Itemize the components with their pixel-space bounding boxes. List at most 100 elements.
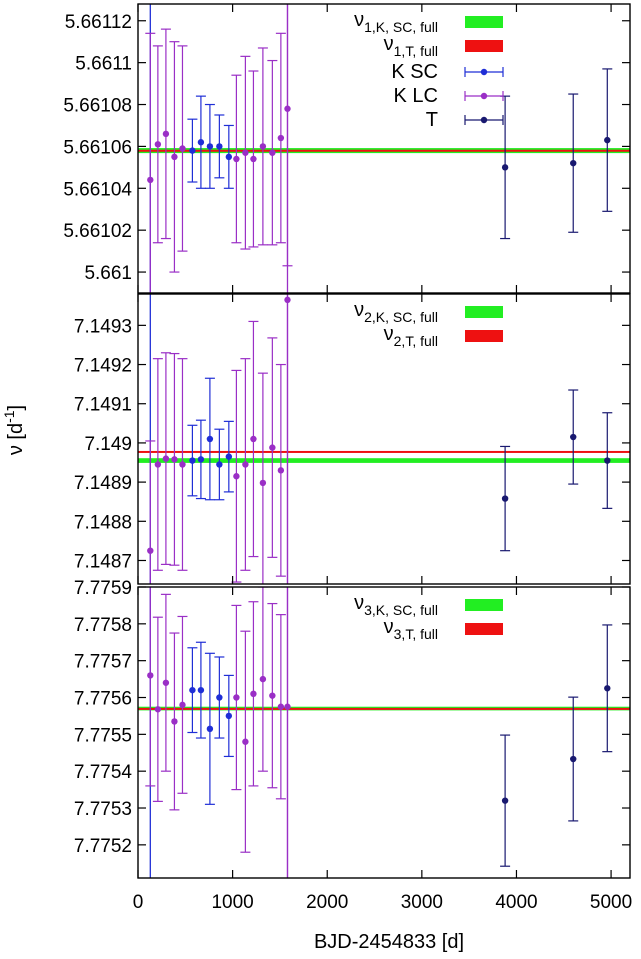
panel-2-ytick-label-5: 7.1492 xyxy=(74,356,132,377)
panel-2-k-sc-point-3-marker xyxy=(216,461,223,468)
panel-3-k-lc-point-1-marker xyxy=(154,706,162,713)
panel-3-ytick-label-5: 7.7757 xyxy=(74,652,132,673)
panel-3-t-point-2-marker xyxy=(604,685,611,692)
panel-2-legend-nu: ν xyxy=(354,299,364,321)
panel-3-k-lc-point-10-marker xyxy=(277,703,285,710)
panel-3-ytick-label-7: 7.7759 xyxy=(74,578,132,599)
y-axis-title-close: ] xyxy=(5,405,27,411)
panel-1-k-lc-point-9-marker xyxy=(269,149,276,156)
panel-2-t-point-1-marker xyxy=(570,433,577,441)
legend-marker-k-lc xyxy=(480,92,488,100)
panel-1-legend-band-swatch-0 xyxy=(465,16,503,28)
panel-2: 7.1487 7.1488 7.1489 7.149 7.1491 7.1492 7.149… xyxy=(74,293,631,585)
panel-2-ytick-label-4: 7.1491 xyxy=(74,395,132,416)
panel-3-ytick-label-6: 7.7758 xyxy=(74,615,132,636)
panel-1-legend-band-label-0: ν1,K, SC, full xyxy=(354,9,438,35)
xtick-label-2: 2000 xyxy=(306,892,348,913)
panel-1-t-point-1-marker xyxy=(570,159,577,167)
panel-2-ytick-label-3: 7.149 xyxy=(84,434,132,455)
panel-2-k-sc-point-4-marker xyxy=(225,453,233,460)
panel-1-k-lc-point-10-marker xyxy=(277,134,285,142)
panel-2-ytick-label-2: 7.1489 xyxy=(74,473,132,494)
panel-2-plot-area xyxy=(138,294,630,584)
panel-3-ytick-label-4: 7.7756 xyxy=(74,689,132,710)
panel-2-k-lc-point-4-marker xyxy=(179,461,186,468)
x-axis-title: BJD-2454833 [d] xyxy=(314,931,464,953)
xtick-label-5: 5000 xyxy=(590,892,632,913)
panel-3-legend-nu: ν xyxy=(384,616,394,638)
xtick-label-4: 4000 xyxy=(495,892,537,913)
panel-1-k-sc-point-3-marker xyxy=(216,143,223,150)
panel-2-legend-band-swatch-1 xyxy=(465,330,503,342)
y-axis-title-main: ν [d xyxy=(5,423,27,455)
panel-3-k-lc-point-0-marker xyxy=(147,672,154,679)
panel-2-legend-band-label-1: ν2,T, full xyxy=(384,323,438,349)
panel-1-k-lc-point-4-marker xyxy=(179,145,186,152)
panel-3: 7.7752 7.7753 7.7754 7.7755 7.7756 7.7757 7.77… xyxy=(74,578,631,879)
panel-1-ytick-label-4: 5.66108 xyxy=(63,96,132,117)
panel-3-t-point-1-marker xyxy=(570,755,577,763)
panel-1-k-lc-point-6-marker xyxy=(242,149,249,156)
panel-1-band-t xyxy=(138,149,630,152)
panel-2-legend-band-swatch-0 xyxy=(465,306,503,318)
panel-2-legend-subscript: 2,T, full xyxy=(394,333,438,349)
panel-2-k-sc-point-0-marker xyxy=(189,457,196,464)
panel-1-ytick-label-6: 5.66112 xyxy=(65,12,132,33)
panel-3-legend-subscript: 3,K, SC, full xyxy=(364,602,438,618)
xtick-label-3: 3000 xyxy=(401,892,443,913)
panel-3-k-sc-point-4-marker xyxy=(225,712,233,720)
panel-3-plot-area xyxy=(138,587,630,878)
panel-3-legend-band-swatch-1 xyxy=(465,623,503,635)
panel-3-frame xyxy=(137,586,631,879)
panel-3-k-lc-point-3-marker xyxy=(171,718,178,725)
legend-marker-k-sc xyxy=(480,68,488,76)
panel-3-k-lc-point-11-marker xyxy=(284,703,291,710)
panel-3-k-lc-point-9-marker xyxy=(269,692,276,699)
panel-2-frame xyxy=(137,293,631,585)
panel-3-legend-band-label-1: ν3,T, full xyxy=(384,616,438,642)
panel-2-k-sc-point-2-marker xyxy=(206,435,214,443)
panel-3-k-lc-point-8-marker xyxy=(259,675,267,683)
panel-1-legend-band-swatch-1 xyxy=(465,40,503,52)
panel-2-k-lc-point-0-marker xyxy=(147,547,154,554)
panel-3-k-sc-point-0-marker xyxy=(189,686,196,694)
panel-3-k-sc-point-1-marker xyxy=(197,686,205,694)
panel-1-k-lc-point-8-marker xyxy=(259,143,267,150)
panel-3-ytick-label-1: 7.7753 xyxy=(74,799,132,820)
panel-1-k-lc-point-5-marker xyxy=(233,155,240,163)
legend-marker-t xyxy=(480,116,488,124)
panel-3-k-lc-point-4-marker xyxy=(179,701,186,709)
panel-3-k-lc-point-7-marker xyxy=(250,690,257,698)
panel-1-frame xyxy=(137,3,631,294)
panel-3-band-t xyxy=(138,707,630,710)
panel-1-k-sc-point-4-marker xyxy=(225,153,233,161)
panel-1-k-lc-point-1-marker xyxy=(154,141,162,148)
panel-1-k-lc-point-0-marker xyxy=(147,176,154,184)
panel-2-t-point-0-marker xyxy=(501,495,509,502)
y-axis-title: ν [d-1] xyxy=(1,405,27,455)
legend-label-k-lc: K LC xyxy=(394,85,438,107)
panel-1-ytick-label-3: 5.66106 xyxy=(63,137,132,158)
panel-3-k-lc-point-6-marker xyxy=(242,738,249,745)
panel-2-k-lc-point-10-marker xyxy=(277,467,285,474)
panel-3-legend-subscript: 3,T, full xyxy=(394,626,438,642)
panel-1-legend-subscript: 1,K, SC, full xyxy=(364,19,438,35)
panel-1-k-lc-point-2-marker xyxy=(162,130,170,138)
panel-2-legend-nu: ν xyxy=(384,323,394,345)
panel-2-band-k-sc xyxy=(138,458,630,463)
panel-2-k-lc-point-11-marker xyxy=(284,296,291,304)
panel-1-k-lc-point-11-marker xyxy=(284,105,291,112)
panel-2-k-lc-point-7-marker xyxy=(250,435,257,443)
panel-2-k-lc-point-6-marker xyxy=(242,461,249,468)
y-axis-title-sup: -1 xyxy=(1,410,17,423)
panel-2-band-t xyxy=(138,450,630,453)
panel-2-t-point-2-marker xyxy=(604,457,611,464)
panel-2-k-lc-point-9-marker xyxy=(269,444,276,451)
panel-1-k-sc-point-2-marker xyxy=(206,143,214,150)
panel-1-ytick-label-5: 5.6611 xyxy=(75,54,132,75)
panel-2-legend-band-label-0: ν2,K, SC, full xyxy=(354,299,438,325)
panel-2-k-lc-point-8-marker xyxy=(259,479,267,487)
panel-3-legend-band-label-0: ν3,K, SC, full xyxy=(354,592,438,618)
panel-3-ytick-label-0: 7.7752 xyxy=(74,836,132,857)
